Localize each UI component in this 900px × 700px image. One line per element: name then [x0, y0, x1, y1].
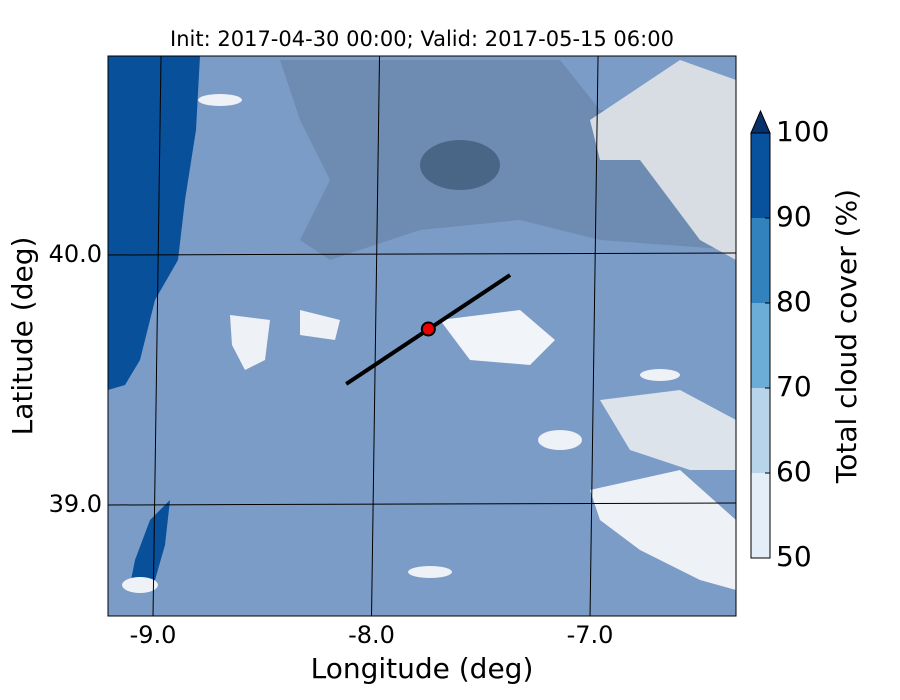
colorbar-frame [750, 132, 771, 559]
cloud-patch [300, 310, 340, 340]
y-tick-label: 39.0 [49, 490, 102, 518]
colorbar-label: Total cloud cover (%) [830, 189, 863, 484]
cloud-patch [600, 390, 736, 470]
map-background [108, 56, 736, 616]
x-tick-label: -7.0 [567, 621, 614, 649]
colorbar-tick-label: 70 [776, 370, 812, 403]
cloud-patch [590, 60, 736, 260]
grid-line [589, 55, 599, 617]
colorbar-band [751, 303, 770, 388]
colorbar-tick-label: 100 [776, 115, 829, 148]
colorbar-extend [750, 109, 771, 134]
cloud-patch [590, 470, 736, 590]
colorbar-tick-label: 90 [776, 200, 812, 233]
cloud-patch [440, 310, 555, 365]
cloud-patch [230, 315, 270, 370]
colorbar-tick-label: 60 [776, 455, 812, 488]
colorbar-band [751, 473, 770, 558]
sea [108, 56, 200, 390]
colorbar-band [751, 133, 770, 218]
colorbar-band [751, 218, 770, 303]
grid-line [107, 502, 737, 506]
cloud-patch [640, 369, 680, 381]
cloud-patch [538, 430, 582, 450]
grid-line [152, 55, 162, 617]
grid-line [107, 252, 737, 256]
colorbar-tick-label: 50 [776, 540, 812, 573]
x-tick-label: -8.0 [348, 621, 395, 649]
location-point [420, 321, 436, 337]
x-tick-label: -9.0 [130, 621, 177, 649]
sea-patch [130, 500, 170, 585]
map-frame [107, 55, 737, 617]
terrain-shade [420, 140, 500, 190]
y-axis-label: Latitude (deg) [6, 237, 39, 436]
x-axis-label: Longitude (deg) [311, 652, 534, 685]
colorbar-band [751, 388, 770, 473]
grid-line [371, 55, 381, 617]
chart-title: Init: 2017-04-30 00:00; Valid: 2017-05-1… [170, 27, 674, 51]
cloud-patch [408, 566, 452, 578]
cloud-patch [198, 94, 242, 106]
cloud-patch [122, 577, 158, 593]
y-tick-label: 40.0 [49, 240, 102, 268]
colorbar-tick-label: 80 [776, 285, 812, 318]
